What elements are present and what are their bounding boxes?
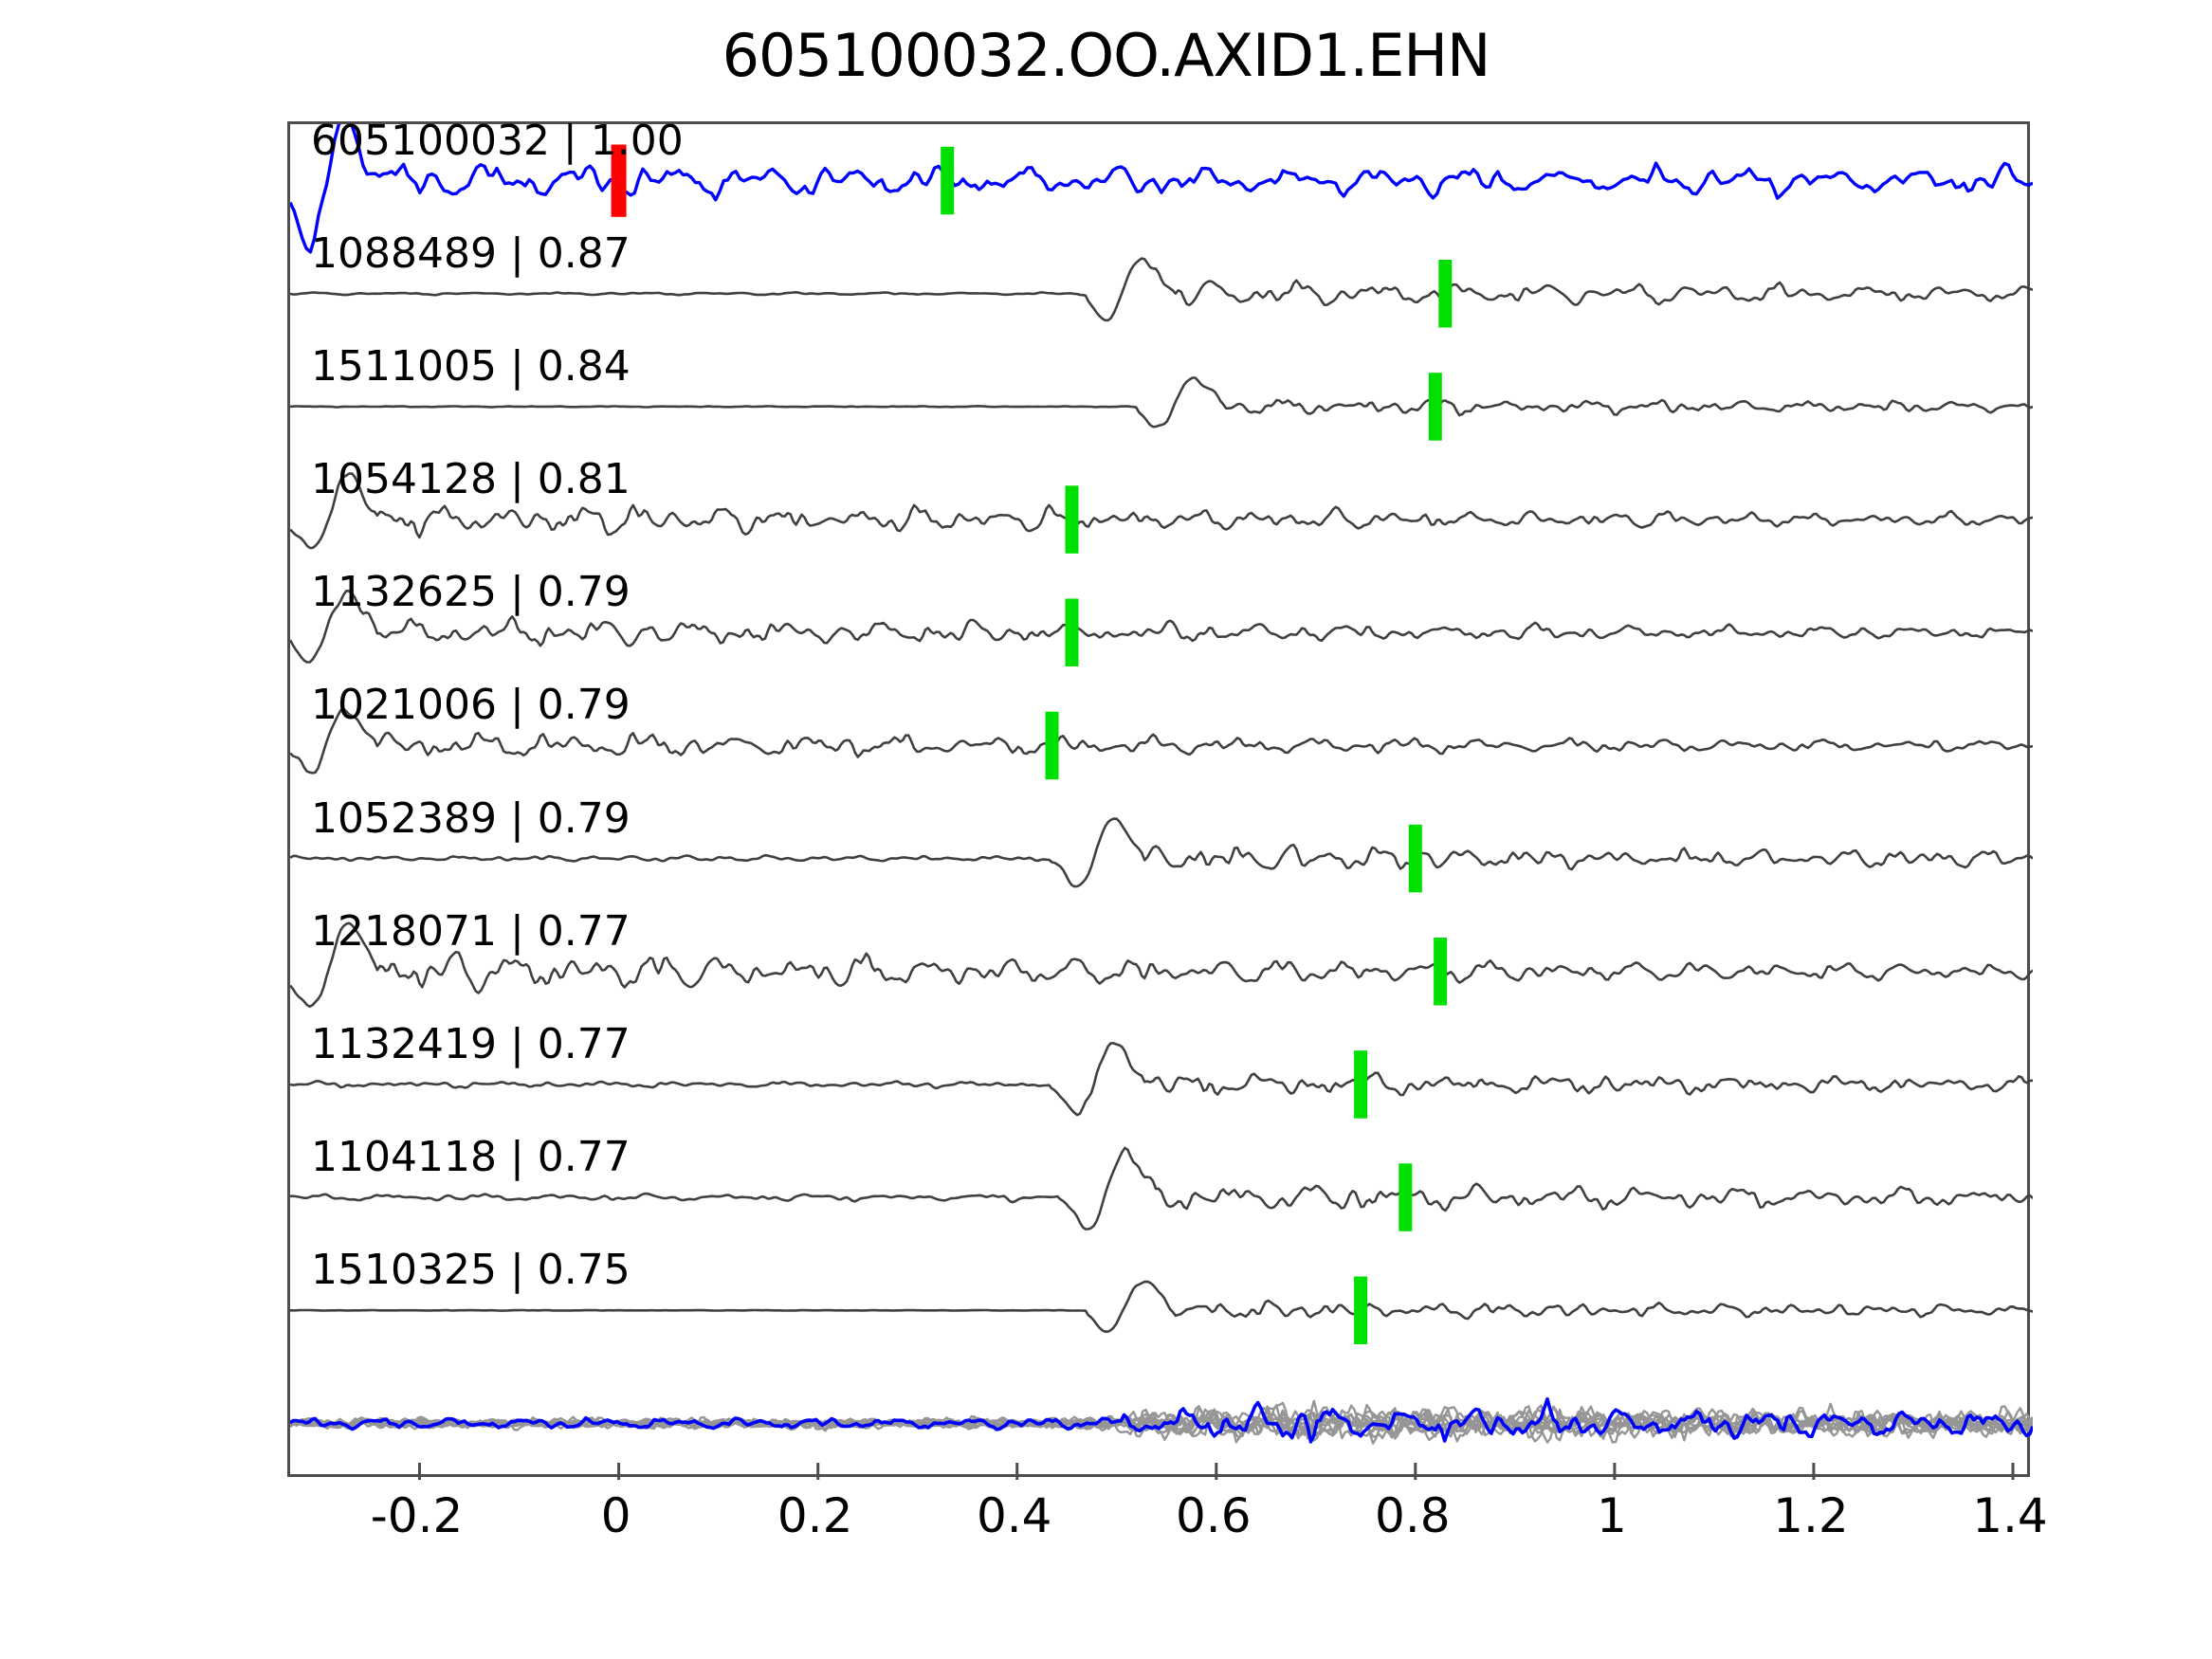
pick-marker-green xyxy=(1408,824,1422,893)
waveform-trace xyxy=(290,1042,2033,1117)
x-tick-label: 1.4 xyxy=(1972,1488,2048,1543)
waveform-trace xyxy=(290,124,2033,254)
x-tick-label: 0 xyxy=(600,1488,631,1543)
x-tick-label: 0.2 xyxy=(777,1488,853,1543)
stack-trace-template xyxy=(290,1396,2033,1444)
waveform-canvas xyxy=(290,124,2033,1480)
pick-marker-green xyxy=(1354,1050,1368,1119)
waveform-trace xyxy=(290,817,2033,888)
waveform-trace xyxy=(290,257,2033,322)
x-tick-label: 0.6 xyxy=(1176,1488,1252,1543)
pick-marker-green xyxy=(1354,1276,1368,1344)
waveform-trace xyxy=(290,1280,2033,1333)
pick-marker-red xyxy=(611,144,627,217)
waveform-trace xyxy=(290,921,2033,1009)
waveform-trace xyxy=(290,472,2033,550)
x-tick-label: 0.8 xyxy=(1375,1488,1451,1543)
x-tick-label: 0.4 xyxy=(976,1488,1052,1543)
x-tick-label: 1.2 xyxy=(1773,1488,1849,1543)
waveform-trace xyxy=(290,707,2033,775)
x-axis-tick-labels: -0.2 0 0.2 0.4 0.6 0.8 1 1.2 1.4 xyxy=(287,1488,2048,1564)
pick-marker-green xyxy=(1065,485,1079,554)
pick-marker-green xyxy=(1428,373,1442,441)
x-tick-label: 1 xyxy=(1596,1488,1627,1543)
page-title: 605100032.OO.AXID1.EHN xyxy=(722,21,1491,90)
pick-marker-green xyxy=(941,146,955,215)
pick-marker-green xyxy=(1438,260,1453,328)
pick-marker-green xyxy=(1434,938,1448,1006)
pick-marker-green xyxy=(1045,711,1059,780)
waveform-trace xyxy=(290,590,2033,664)
pick-marker-green xyxy=(1398,1163,1413,1231)
waveform-trace xyxy=(290,1146,2033,1231)
waveform-trace xyxy=(290,376,2033,428)
plot-axes: 605100032 | 1.00 1088489 | 0.87 1511005 | … xyxy=(287,117,2033,1480)
pick-marker-green xyxy=(1065,598,1079,666)
x-tick-label: -0.2 xyxy=(370,1488,464,1543)
